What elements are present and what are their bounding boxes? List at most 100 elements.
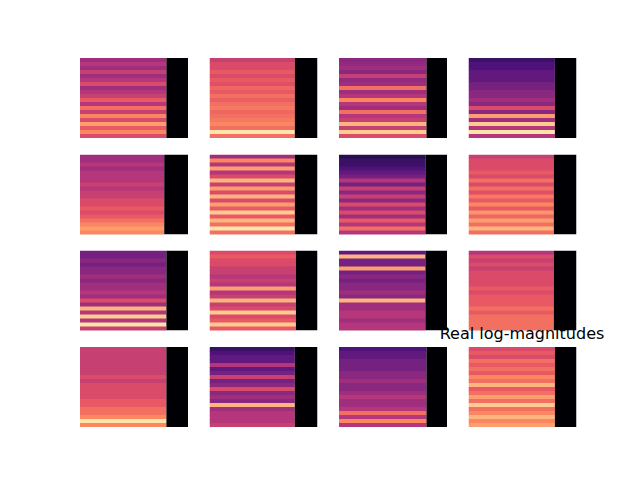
spectrogram-row — [80, 82, 166, 87]
spectrogram-row — [469, 90, 555, 95]
spectrogram-row — [339, 163, 425, 168]
spectrogram-row — [80, 163, 164, 168]
spectrogram-row — [80, 211, 164, 216]
spectrogram-row — [469, 283, 554, 288]
spectrogram — [210, 251, 318, 331]
spectrogram-row — [210, 159, 295, 164]
spectrogram-row — [210, 391, 295, 396]
spectrogram-row — [339, 295, 425, 300]
spectrogram-row — [339, 291, 425, 296]
spectrogram-row — [80, 407, 166, 412]
spectrogram-row — [80, 291, 166, 296]
spectrogram-row — [210, 387, 295, 392]
spectrogram-row — [469, 287, 554, 292]
spectrogram-row — [469, 134, 555, 138]
spectrogram-row — [80, 403, 166, 408]
spectrogram-row — [339, 287, 425, 292]
spectrogram — [339, 251, 447, 331]
spectrogram-row — [469, 191, 554, 196]
spectrogram-row — [469, 371, 555, 376]
spectrogram-row — [339, 155, 425, 160]
spectrogram-row — [469, 415, 555, 420]
spectrogram-row — [210, 98, 295, 103]
spectrogram-row — [339, 159, 425, 164]
spectrogram-row — [80, 275, 166, 280]
spectrogram-row — [80, 86, 166, 91]
spectrogram-row — [469, 383, 555, 388]
spectrogram-row — [469, 391, 555, 396]
spectrogram-row — [339, 403, 426, 408]
spectrogram-row — [80, 303, 166, 308]
padding — [555, 347, 577, 427]
spectrogram-row — [339, 395, 426, 400]
spectrogram-row — [339, 90, 426, 95]
chart: Real log-magnitudes — [0, 0, 640, 480]
spectrogram-row — [210, 411, 295, 416]
spectrogram-row — [210, 195, 295, 200]
spectrogram-row — [339, 114, 426, 119]
spectrogram-row — [469, 375, 555, 380]
spectrogram-row — [469, 114, 555, 119]
spectrogram-row — [210, 319, 296, 324]
spectrogram-row — [210, 219, 295, 224]
spectrogram-row — [210, 163, 295, 168]
spectrogram-row — [210, 271, 296, 276]
spectrogram-row — [339, 283, 425, 288]
spectrogram-row — [210, 311, 296, 316]
spectrogram — [469, 58, 577, 138]
spectrogram-row — [469, 395, 555, 400]
spectrogram-row — [469, 126, 555, 131]
spectrogram-row — [469, 130, 555, 135]
spectrogram-row — [469, 419, 555, 424]
spectrogram-row — [80, 74, 166, 79]
spectrogram-row — [210, 347, 295, 352]
spectrogram-row — [339, 223, 425, 228]
spectrogram-row — [80, 307, 166, 312]
spectrogram-row — [469, 70, 555, 75]
spectrogram-row — [210, 62, 295, 67]
spectrogram-row — [210, 130, 295, 135]
spectrogram-row — [210, 399, 295, 404]
spectrogram-row — [210, 359, 295, 364]
spectrogram-row — [469, 407, 555, 412]
spectrogram-row — [80, 391, 166, 396]
spectrogram-row — [80, 62, 166, 67]
spectrogram-row — [339, 110, 426, 115]
spectrogram-row — [80, 355, 166, 360]
spectrogram-row — [210, 211, 295, 216]
spectrogram-row — [210, 126, 295, 131]
spectrogram-row — [210, 183, 295, 188]
spectrogram-row — [339, 367, 426, 372]
spectrogram-row — [339, 203, 425, 208]
spectrogram-row — [210, 279, 296, 284]
spectrogram-row — [210, 102, 295, 107]
spectrogram-row — [469, 183, 554, 188]
spectrogram-row — [339, 211, 425, 216]
spectrogram — [469, 251, 577, 331]
spectrogram-row — [80, 207, 164, 212]
spectrogram-row — [469, 223, 554, 228]
spectrogram-row — [80, 199, 164, 204]
spectrogram-row — [469, 82, 555, 87]
spectrogram-row — [80, 167, 164, 172]
spectrogram-row — [339, 275, 425, 280]
spectrogram-row — [339, 383, 426, 388]
spectrogram-row — [469, 387, 555, 392]
spectrogram-row — [80, 267, 166, 272]
spectrogram-row — [80, 78, 166, 83]
spectrogram-row — [80, 419, 166, 424]
spectrogram-row — [80, 231, 164, 235]
spectrogram-row — [339, 175, 425, 180]
spectrogram-row — [469, 106, 555, 111]
spectrogram-row — [80, 323, 166, 328]
spectrogram-row — [80, 259, 166, 264]
spectrogram-row — [469, 74, 555, 79]
spectrogram-row — [80, 219, 164, 224]
spectrogram-row — [339, 359, 426, 364]
spectrogram-row — [80, 175, 164, 180]
spectrogram-row — [469, 307, 554, 312]
spectrogram-row — [469, 155, 554, 160]
spectrogram-row — [80, 299, 166, 304]
spectrogram-row — [210, 371, 295, 376]
spectrogram-row — [210, 223, 295, 228]
